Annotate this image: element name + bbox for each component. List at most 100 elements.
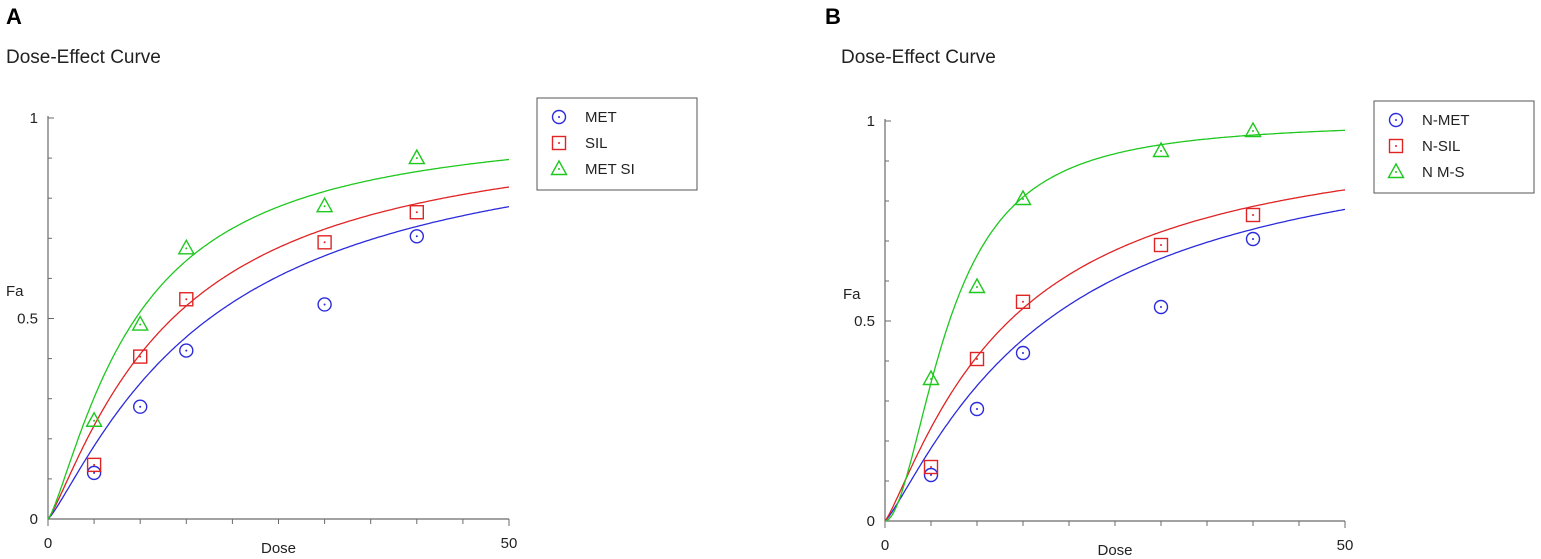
legend-marker-triangle-center-dot	[558, 168, 560, 170]
data-point-square-center-dot	[185, 298, 188, 301]
data-point-circle	[317, 297, 332, 312]
data-point-circle	[1015, 345, 1031, 361]
data-point-circle-center-dot	[976, 408, 978, 410]
y-tick-label: 0	[30, 511, 38, 528]
data-point-triangle	[922, 369, 940, 386]
legend-marker-triangle	[1387, 162, 1405, 179]
data-point-triangle-center-dot	[139, 323, 142, 326]
data-point-square-center-dot	[323, 241, 326, 244]
data-point-square-center-dot	[93, 463, 96, 466]
legend-label: MET SI	[585, 161, 635, 178]
data-point-circle-center-dot	[185, 349, 188, 352]
legend-label: N-SIL	[1422, 138, 1460, 155]
chart-panel-a: A Dose-Effect Curve 0 50 0 0.5 1 Dose Fa MET SIL…	[0, 0, 770, 559]
data-point-square-center-dot	[415, 211, 418, 214]
fit-curve	[884, 129, 1346, 522]
data-point-triangle-center-dot	[415, 157, 418, 160]
fit-curve	[47, 158, 510, 520]
legend-marker-square-center-dot	[558, 142, 560, 144]
data-point-circle	[1153, 299, 1169, 315]
data-point-square	[1153, 237, 1169, 253]
data-point-square	[86, 457, 102, 473]
data-point-square	[969, 351, 985, 367]
data-point-triangle-center-dot	[1022, 198, 1024, 200]
legend-label: SIL	[585, 135, 608, 152]
x-tick-label: 50	[501, 535, 518, 552]
legend-marker-triangle	[550, 159, 568, 176]
y-tick-label: 1	[30, 110, 38, 127]
x-axis-label: Dose	[1097, 542, 1132, 559]
x-tick-label: 50	[1337, 537, 1354, 554]
data-point-circle-center-dot	[1022, 352, 1024, 354]
chart-title: Dose-Effect Curve	[841, 47, 996, 68]
data-point-square-center-dot	[930, 466, 932, 468]
data-point-square	[1245, 207, 1261, 223]
data-point-square	[317, 235, 332, 250]
data-point-triangle	[408, 148, 426, 165]
legend-marker-triangle-center-dot	[1395, 171, 1397, 173]
data-point-circle	[1245, 231, 1261, 247]
chart-title: Dose-Effect Curve	[6, 47, 161, 68]
y-axis-label: Fa	[6, 283, 24, 300]
panel-label: B	[825, 4, 841, 29]
x-tick-label: 0	[881, 537, 889, 554]
data-point-square	[409, 205, 424, 220]
x-tick-label: 0	[44, 535, 52, 552]
data-point-square	[179, 292, 194, 307]
data-point-triangle	[85, 411, 103, 427]
data-point-square-center-dot	[139, 355, 142, 358]
data-point-square	[923, 459, 939, 475]
fit-curve	[47, 205, 510, 520]
data-point-circle-center-dot	[139, 405, 142, 408]
y-tick-label: 1	[867, 113, 875, 130]
chart-panel-b: B Dose-Effect Curve 0 50 0 0.5 1 Dose Fa N-MET N…	[825, 0, 1541, 559]
legend-marker-circle-center-dot	[1395, 119, 1397, 121]
data-point-triangle	[1244, 121, 1262, 138]
chart-plot: 0 50 0 0.5 1 Dose Fa MET SIL MET SI	[6, 97, 698, 557]
data-point-circle	[409, 229, 424, 244]
x-axis-label: Dose	[261, 540, 296, 557]
data-point-triangle	[131, 315, 149, 331]
legend-marker-circle-center-dot	[558, 116, 560, 118]
data-point-square-center-dot	[976, 358, 978, 360]
legend-label: N M-S	[1422, 164, 1465, 181]
data-point-circle-center-dot	[93, 471, 96, 474]
y-tick-label: 0	[867, 513, 875, 530]
y-tick-label: 0.5	[17, 311, 38, 328]
legend-marker-circle	[551, 109, 567, 125]
data-point-square	[1015, 294, 1031, 309]
chart-plot: 0 50 0 0.5 1 Dose Fa N-MET N-SIL N M-S	[843, 100, 1535, 559]
data-point-triangle	[315, 196, 334, 213]
data-point-circle-center-dot	[930, 474, 932, 476]
data-point-square-center-dot	[1160, 244, 1162, 246]
data-point-triangle	[177, 238, 195, 255]
legend-label: N-MET	[1422, 112, 1470, 129]
data-point-circle	[969, 401, 985, 417]
data-point-circle	[86, 465, 102, 481]
data-point-square	[132, 349, 148, 364]
data-point-circle	[132, 399, 148, 414]
data-point-triangle	[1014, 189, 1032, 206]
data-point-triangle-center-dot	[323, 205, 326, 208]
data-point-circle-center-dot	[415, 235, 418, 238]
data-point-triangle-center-dot	[185, 247, 188, 250]
fit-curve	[884, 208, 1346, 522]
data-point-triangle-center-dot	[1252, 130, 1254, 132]
data-point-triangle-center-dot	[93, 419, 96, 422]
data-point-circle-center-dot	[323, 303, 326, 306]
data-point-triangle	[968, 277, 986, 294]
data-point-square-center-dot	[1252, 214, 1254, 216]
data-point-circle	[923, 467, 939, 483]
legend-marker-square-center-dot	[1395, 145, 1397, 147]
data-point-circle-center-dot	[1252, 238, 1254, 240]
data-point-triangle-center-dot	[1160, 150, 1162, 152]
data-point-circle	[179, 343, 194, 358]
y-tick-label: 0.5	[854, 313, 875, 330]
legend-marker-circle	[1388, 112, 1404, 128]
legend-marker-square	[551, 135, 567, 151]
data-point-triangle-center-dot	[976, 286, 978, 288]
data-point-circle-center-dot	[1160, 306, 1162, 308]
data-point-square-center-dot	[1022, 300, 1024, 303]
data-point-triangle-center-dot	[930, 378, 932, 380]
fit-curve	[884, 189, 1346, 522]
